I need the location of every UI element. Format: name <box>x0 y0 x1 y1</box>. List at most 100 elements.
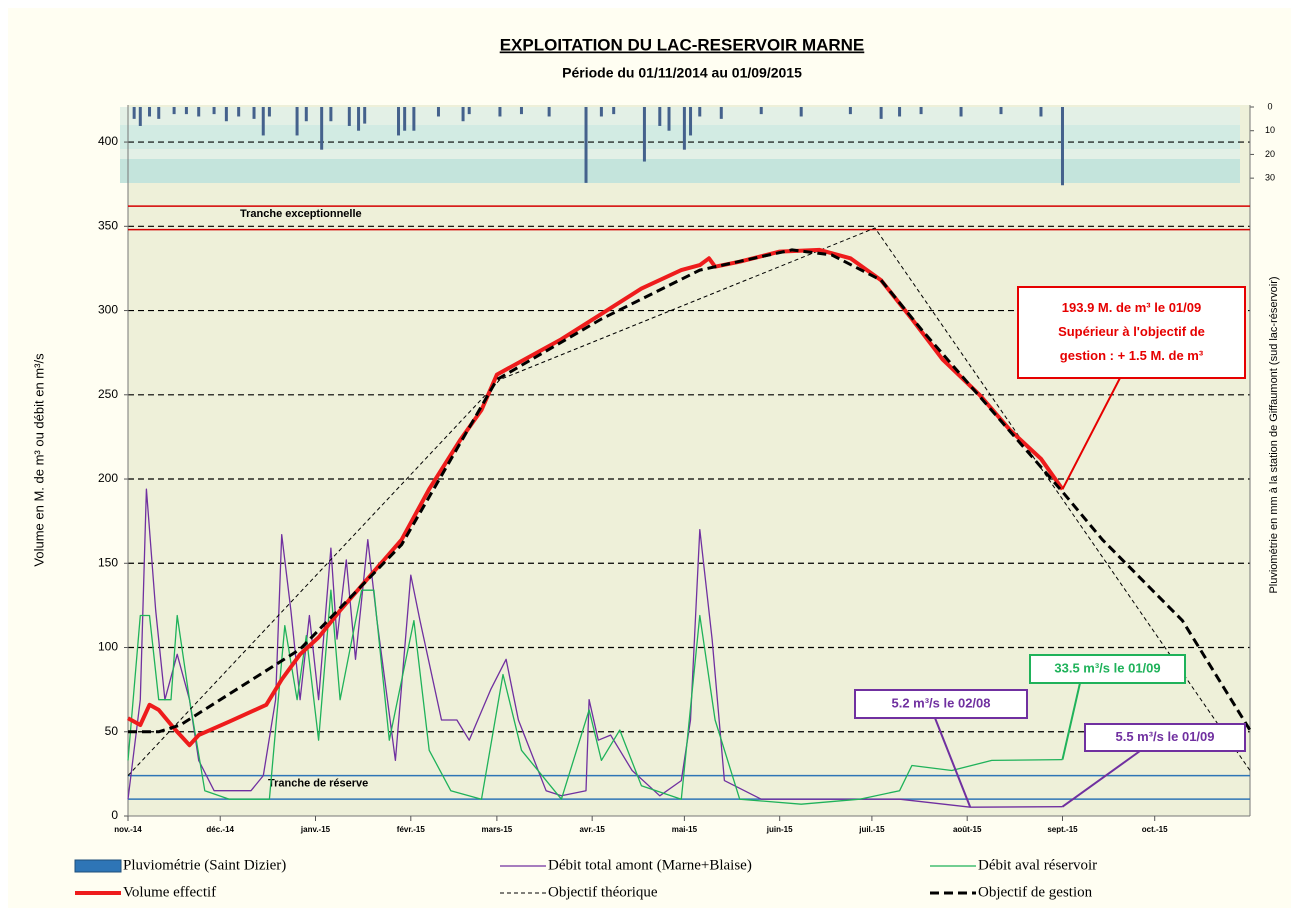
x-tick-label: juil.-15 <box>858 825 885 834</box>
rain-bar <box>329 107 333 122</box>
x-tick-label: août-15 <box>953 825 982 834</box>
x-tick-label: déc.-14 <box>206 825 234 834</box>
rain-bar <box>461 107 465 122</box>
rain-bar <box>612 107 616 115</box>
rain-bar <box>436 107 440 117</box>
y-tick-label: 0 <box>111 808 118 822</box>
rain-bar <box>584 107 588 183</box>
series-line <box>127 227 1251 776</box>
legend-label: Volume effectif <box>123 884 216 900</box>
y-tick-label: 250 <box>98 387 118 401</box>
rain-bar <box>357 107 361 131</box>
y2-tick-label: 20 <box>1265 149 1275 159</box>
x-tick-label: juin-15 <box>766 825 793 834</box>
rain-bar <box>212 107 216 115</box>
annotation-arrow <box>1061 682 1081 760</box>
rain-panel-band <box>120 107 1240 125</box>
y-tick-label: 350 <box>98 218 118 232</box>
rain-bar <box>667 107 671 131</box>
annotation-box <box>1017 286 1246 379</box>
annotation-arrow <box>934 717 972 808</box>
rain-bar <box>320 107 324 150</box>
y2-axis-label: Pluviométrie en mm à la station de Giffa… <box>1268 276 1280 593</box>
annotation-arrow <box>1061 750 1141 808</box>
x-tick-label: oct.-15 <box>1142 825 1168 834</box>
annotation-text: gestion : + 1.5 M. de m³ <box>1060 348 1204 363</box>
rain-bar <box>148 107 152 117</box>
y-tick-label: 100 <box>98 640 118 654</box>
rain-bar <box>879 107 883 119</box>
rain-bar <box>224 107 228 122</box>
legend-label: Objectif théorique <box>548 884 658 900</box>
rain-bar <box>919 107 923 115</box>
rain-panel-band <box>120 149 1240 159</box>
rain-bar <box>397 107 401 136</box>
annotation-arrow <box>1061 377 1121 490</box>
rain-bar <box>547 107 551 117</box>
rain-bar <box>363 107 367 124</box>
band-label: Tranche exceptionnelle <box>240 208 362 220</box>
rain-bar <box>304 107 308 122</box>
rain-bar <box>999 107 1003 115</box>
legend-label: Pluviométrie (Saint Dizier) <box>123 857 286 873</box>
rain-panel-band <box>120 159 1240 183</box>
legend-label: Objectif de gestion <box>978 884 1093 900</box>
rain-bar <box>172 107 176 115</box>
rain-bar <box>138 107 142 126</box>
rain-bar <box>799 107 803 117</box>
legend-label: Débit aval réservoir <box>978 857 1097 873</box>
rain-bar <box>642 107 646 162</box>
y-tick-label: 200 <box>98 471 118 485</box>
rain-bar <box>759 107 763 115</box>
rain-bar <box>498 107 502 117</box>
rain-bar <box>184 107 188 115</box>
annotation-box <box>1029 654 1186 684</box>
chart-title: EXPLOITATION DU LAC-RESERVOIR MARNE <box>500 35 865 54</box>
rain-bar <box>295 107 299 136</box>
rain-bar <box>1039 107 1043 117</box>
x-tick-label: nov.-14 <box>114 825 142 834</box>
rain-bar <box>132 107 136 119</box>
annotation-box <box>854 689 1028 719</box>
x-tick-label: janv.-15 <box>300 825 331 834</box>
y-tick-label: 400 <box>98 134 118 148</box>
plot-area <box>128 105 1250 816</box>
series-line <box>127 589 1063 805</box>
rain-bar <box>347 107 351 126</box>
rain-bar <box>848 107 852 115</box>
rain-bar <box>267 107 271 117</box>
y-axis-label: Volume en M. de m³ ou débit en m³/s <box>31 353 46 567</box>
y-tick-label: 50 <box>105 724 119 738</box>
y2-tick-label: 10 <box>1265 125 1275 135</box>
annotation-text: 193.9 M. de m³ le 01/09 <box>1062 300 1201 315</box>
rain-panel-band <box>120 125 1240 149</box>
rain-bar <box>689 107 693 136</box>
annotation-text: Supérieur à l'objectif de <box>1058 324 1205 339</box>
x-tick-label: mai-15 <box>672 825 698 834</box>
series-line <box>127 488 1063 808</box>
rain-bar <box>403 107 407 131</box>
rain-bar <box>1060 107 1064 186</box>
y2-tick-label: 30 <box>1265 173 1275 183</box>
series-line <box>128 248 1252 734</box>
rain-bar <box>412 107 416 131</box>
annotation-text: 33.5 m³/s le 01/09 <box>1054 660 1160 675</box>
rain-bar <box>467 107 471 115</box>
x-tick-label: mars-15 <box>482 825 513 834</box>
chart-subtitle: Période du 01/11/2014 au 01/09/2015 <box>562 65 802 81</box>
band-label: Tranche de réserve <box>268 777 368 789</box>
legend-swatch <box>74 859 122 873</box>
annotation-box <box>1084 723 1246 752</box>
rain-bar <box>719 107 723 119</box>
x-tick-label: avr.-15 <box>579 825 605 834</box>
rain-bar <box>261 107 265 136</box>
rain-bar <box>252 107 256 119</box>
x-tick-label: févr.-15 <box>397 825 426 834</box>
y-tick-label: 150 <box>98 555 118 569</box>
rain-bar <box>237 107 241 117</box>
x-tick-label: sept.-15 <box>1047 825 1078 834</box>
annotation-text: 5.2 m³/s le 02/08 <box>891 695 990 710</box>
y-tick-label: 300 <box>98 303 118 317</box>
rain-bar <box>682 107 686 150</box>
